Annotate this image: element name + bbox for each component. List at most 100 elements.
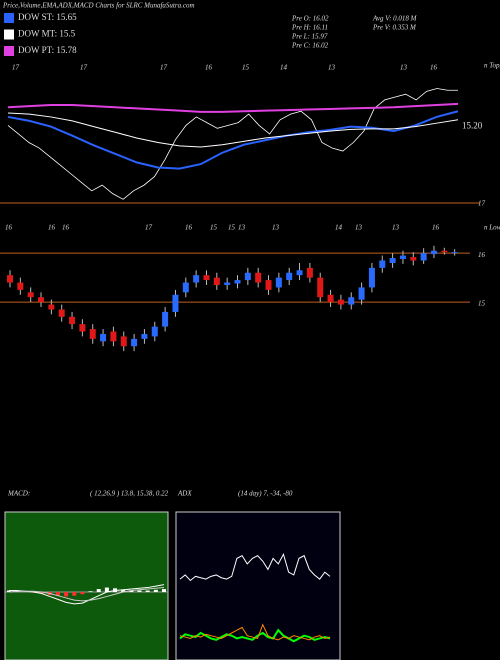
candle-body — [451, 252, 458, 254]
histogram-bar — [72, 592, 77, 596]
legend-swatch — [4, 46, 14, 56]
candle-body — [379, 260, 386, 268]
candle-body — [141, 333, 148, 339]
date-label: 17 — [160, 64, 168, 72]
date-label: 13 — [328, 64, 336, 72]
corner-label: n Lows — [484, 224, 500, 232]
legend-label: DOW PT: 15.78 — [18, 45, 77, 55]
candle-body — [120, 336, 127, 347]
histogram-bar — [162, 589, 166, 592]
y-tick-label: 16 — [478, 251, 486, 259]
date-label: 13 — [392, 224, 400, 232]
legend-label: DOW MT: 15.5 — [18, 29, 76, 39]
candle-body — [100, 333, 107, 342]
candle-body — [234, 280, 241, 284]
histogram-bar — [88, 591, 93, 592]
last-label: 15.20 — [462, 120, 483, 130]
ema-line — [7, 112, 459, 148]
panel-title: MACD: — [7, 490, 30, 498]
macd-line — [8, 587, 165, 602]
date-label: 15 — [228, 224, 236, 232]
date-label: 13 — [400, 64, 408, 72]
candle-body — [255, 272, 262, 283]
date-label: 17 — [12, 64, 20, 72]
date-label: 16 — [48, 224, 56, 232]
candle-body — [348, 297, 355, 305]
candle-body — [296, 270, 303, 276]
info: Pre H: 16.11 — [291, 24, 328, 32]
legend-label: DOW ST: 15.65 — [18, 12, 77, 22]
candle-body — [399, 255, 406, 260]
date-label: 14 — [280, 64, 288, 72]
macd-panel — [4, 511, 169, 660]
candle-body — [69, 316, 76, 325]
candle-body — [131, 338, 138, 347]
corner-label: n Tops — [484, 62, 500, 70]
candle-body — [265, 280, 272, 290]
candle-body — [410, 257, 417, 261]
candle-body — [110, 331, 117, 342]
price-line — [7, 88, 458, 200]
candle-body — [162, 311, 169, 327]
date-label: 13 — [238, 224, 246, 232]
candle-body — [213, 277, 220, 285]
histogram-bar — [137, 590, 142, 592]
candle-body — [48, 304, 55, 310]
date-label: 13 — [355, 224, 363, 232]
candle-body — [27, 292, 34, 298]
candle-body — [17, 282, 24, 290]
histogram-bar — [121, 589, 126, 592]
info: Avg V: 0.018 M — [372, 15, 418, 23]
candle-body — [172, 294, 179, 312]
candle-body — [79, 324, 86, 332]
candle-body — [151, 326, 158, 337]
info: Pre V: 0.353 M — [372, 24, 417, 32]
histogram-bar — [96, 589, 101, 592]
candle-body — [244, 272, 251, 281]
candle-body — [306, 267, 313, 278]
adx-line — [179, 623, 331, 641]
candle-body — [358, 287, 365, 300]
date-label: 16 — [5, 224, 13, 232]
macd-line — [9, 584, 165, 605]
legend-swatch — [4, 13, 14, 23]
ema-line — [7, 102, 459, 113]
info: Pre O: 16.02 — [291, 15, 329, 23]
panel-params: ( 12,26,9 ) 13.8, 15.38, 0.22 — [90, 490, 169, 498]
info: Pre L: 15.97 — [291, 33, 328, 41]
candle-body — [224, 282, 231, 285]
ema-line — [7, 110, 459, 170]
histogram-bar — [80, 592, 85, 595]
date-label: 16 — [432, 224, 440, 232]
date-label: 17 — [80, 64, 88, 72]
histogram-bar — [129, 590, 134, 592]
candle-body — [337, 299, 344, 305]
candle-body — [286, 272, 293, 281]
legend-swatch — [4, 29, 14, 40]
candle-body — [193, 275, 200, 283]
page-title: Price,Volume,EMA,ADX,MACD Charts for SLR… — [2, 2, 195, 10]
date-label: 16 — [185, 224, 193, 232]
candle-body — [420, 253, 427, 261]
candle-body — [441, 250, 448, 253]
panel-params: (14 day) 7, -34, -80 — [238, 490, 293, 498]
histogram-bar — [145, 590, 150, 592]
histogram-bar — [39, 592, 44, 594]
histogram-bar — [7, 590, 11, 592]
histogram-bar — [55, 592, 60, 596]
date-label: 14 — [335, 224, 343, 232]
candle-body — [430, 250, 437, 255]
histogram-bar — [104, 587, 109, 592]
date-label: 17 — [145, 224, 153, 232]
date-label: 15 — [210, 224, 218, 232]
candle-body — [368, 267, 375, 288]
candle-body — [7, 275, 13, 283]
info: Pre C: 16.02 — [291, 42, 329, 50]
candle-body — [203, 275, 210, 281]
date-label: 16 — [62, 224, 70, 232]
candle-body — [89, 329, 96, 339]
adx-line — [179, 552, 331, 582]
candle-body — [182, 282, 189, 293]
